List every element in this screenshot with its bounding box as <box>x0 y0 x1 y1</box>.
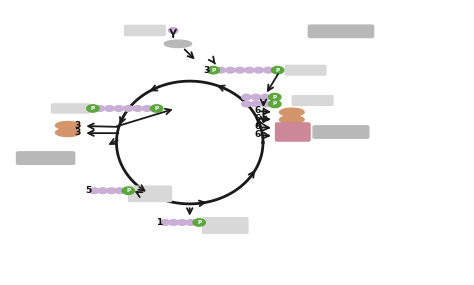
FancyBboxPatch shape <box>309 25 374 38</box>
Circle shape <box>264 67 273 73</box>
Text: 3: 3 <box>203 66 210 75</box>
FancyBboxPatch shape <box>17 152 75 164</box>
Circle shape <box>261 101 270 107</box>
Text: P: P <box>91 106 95 111</box>
Circle shape <box>207 66 219 74</box>
Circle shape <box>115 188 125 194</box>
Text: 6: 6 <box>254 114 260 123</box>
Circle shape <box>235 67 245 73</box>
FancyBboxPatch shape <box>292 96 333 105</box>
Circle shape <box>160 220 170 225</box>
Text: P: P <box>211 68 216 73</box>
Text: 6: 6 <box>254 122 260 131</box>
Circle shape <box>216 67 226 73</box>
Text: 1: 1 <box>156 218 162 227</box>
Circle shape <box>133 106 143 111</box>
Circle shape <box>90 188 99 194</box>
Circle shape <box>105 106 114 111</box>
Circle shape <box>272 66 284 74</box>
Ellipse shape <box>280 108 304 116</box>
Circle shape <box>87 105 99 112</box>
Ellipse shape <box>55 129 80 137</box>
Circle shape <box>169 220 178 225</box>
Text: P: P <box>273 101 277 106</box>
FancyBboxPatch shape <box>128 194 172 201</box>
Circle shape <box>226 67 235 73</box>
FancyBboxPatch shape <box>202 218 248 227</box>
Circle shape <box>245 67 254 73</box>
Circle shape <box>124 106 133 111</box>
Circle shape <box>251 94 261 100</box>
Circle shape <box>95 106 105 111</box>
Ellipse shape <box>55 121 80 129</box>
Ellipse shape <box>164 40 191 48</box>
Circle shape <box>254 67 264 73</box>
Text: P: P <box>275 68 280 73</box>
Text: 5: 5 <box>85 186 91 195</box>
Circle shape <box>177 220 187 225</box>
Circle shape <box>251 101 261 107</box>
Text: P: P <box>197 220 201 225</box>
Circle shape <box>168 28 178 33</box>
Text: 3: 3 <box>74 128 81 137</box>
Text: 6: 6 <box>254 106 260 115</box>
Circle shape <box>193 219 205 226</box>
FancyBboxPatch shape <box>275 131 310 141</box>
Text: 6: 6 <box>254 130 260 139</box>
FancyBboxPatch shape <box>285 65 326 75</box>
Circle shape <box>242 94 251 100</box>
Circle shape <box>269 93 281 101</box>
Ellipse shape <box>280 115 304 123</box>
FancyBboxPatch shape <box>125 25 165 36</box>
Circle shape <box>114 106 124 111</box>
Circle shape <box>107 188 116 194</box>
Circle shape <box>269 100 281 108</box>
FancyBboxPatch shape <box>52 104 90 113</box>
Circle shape <box>242 101 251 107</box>
Text: P: P <box>155 106 159 111</box>
Circle shape <box>151 105 163 112</box>
FancyBboxPatch shape <box>202 225 248 233</box>
Circle shape <box>143 106 152 111</box>
Text: 3: 3 <box>74 121 81 130</box>
Circle shape <box>122 187 135 194</box>
Circle shape <box>98 188 108 194</box>
FancyBboxPatch shape <box>313 126 369 138</box>
Text: P: P <box>126 188 130 193</box>
Circle shape <box>186 220 195 225</box>
Text: P: P <box>273 95 277 100</box>
FancyBboxPatch shape <box>275 123 310 133</box>
Circle shape <box>261 94 270 100</box>
FancyBboxPatch shape <box>128 186 172 195</box>
